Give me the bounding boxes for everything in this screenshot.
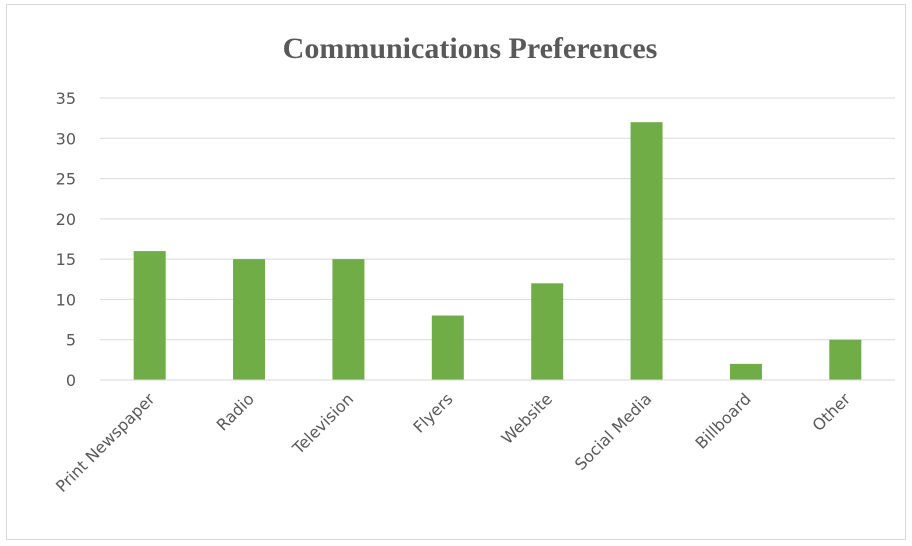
y-tick-label: 30: [56, 129, 76, 148]
y-tick-label: 15: [56, 250, 76, 269]
x-axis-category-labels: Print Newspaper Radio Television Flyers Webs…: [52, 389, 854, 496]
gridlines: [100, 97, 895, 341]
x-category-label: Other: [809, 389, 855, 435]
y-tick-label: 10: [56, 290, 76, 309]
bar: [729, 363, 762, 380]
bar: [630, 122, 663, 381]
y-tick-label: 0: [66, 371, 76, 390]
y-tick-label: 5: [66, 331, 76, 350]
bar: [531, 283, 564, 380]
bar: [133, 251, 166, 380]
x-category-label: Flyers: [409, 389, 456, 436]
chart-title: Communications Preferences: [283, 32, 658, 65]
x-category-label: Billboard: [691, 389, 754, 452]
x-category-label: Social Media: [571, 389, 656, 474]
y-tick-label: 35: [56, 89, 76, 108]
bars: [133, 122, 862, 381]
y-tick-label: 25: [56, 170, 76, 189]
bar: [431, 315, 464, 380]
x-category-label: Website: [497, 389, 556, 448]
y-axis-tick-labels: 0 5 10 15 20 25 30 35: [56, 89, 76, 390]
bar: [233, 259, 266, 380]
x-category-label: Print Newspaper: [52, 389, 159, 496]
x-category-label: Television: [288, 389, 357, 458]
x-category-label: Radio: [213, 389, 258, 434]
bar: [829, 339, 862, 380]
bar: [332, 259, 365, 380]
y-tick-label: 20: [56, 210, 76, 229]
